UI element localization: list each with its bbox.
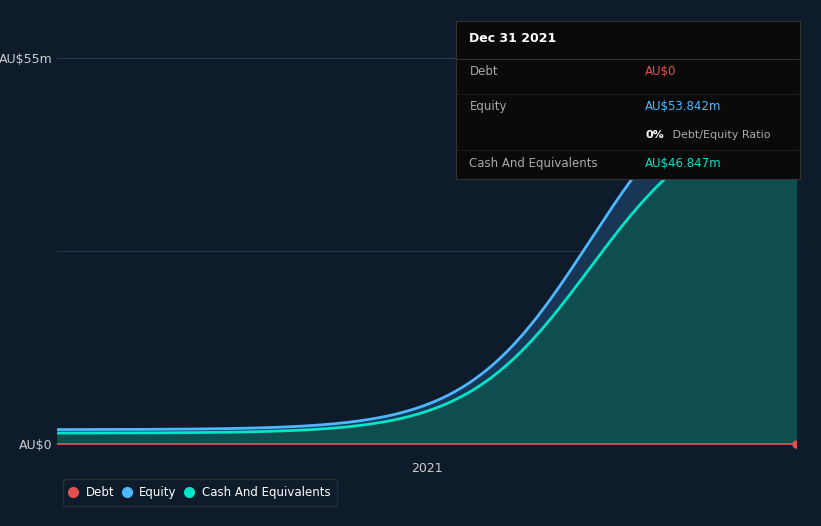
Legend: Debt, Equity, Cash And Equivalents: Debt, Equity, Cash And Equivalents <box>63 479 337 507</box>
Text: AU$53.842m: AU$53.842m <box>645 100 722 113</box>
Text: AU$0: AU$0 <box>645 65 677 78</box>
Text: AU$46.847m: AU$46.847m <box>645 157 722 170</box>
Text: Debt: Debt <box>470 65 498 78</box>
Text: Debt/Equity Ratio: Debt/Equity Ratio <box>669 130 771 140</box>
Text: Cash And Equivalents: Cash And Equivalents <box>470 157 598 170</box>
Text: Equity: Equity <box>470 100 507 113</box>
Text: 0%: 0% <box>645 130 664 140</box>
Text: Dec 31 2021: Dec 31 2021 <box>470 32 557 45</box>
